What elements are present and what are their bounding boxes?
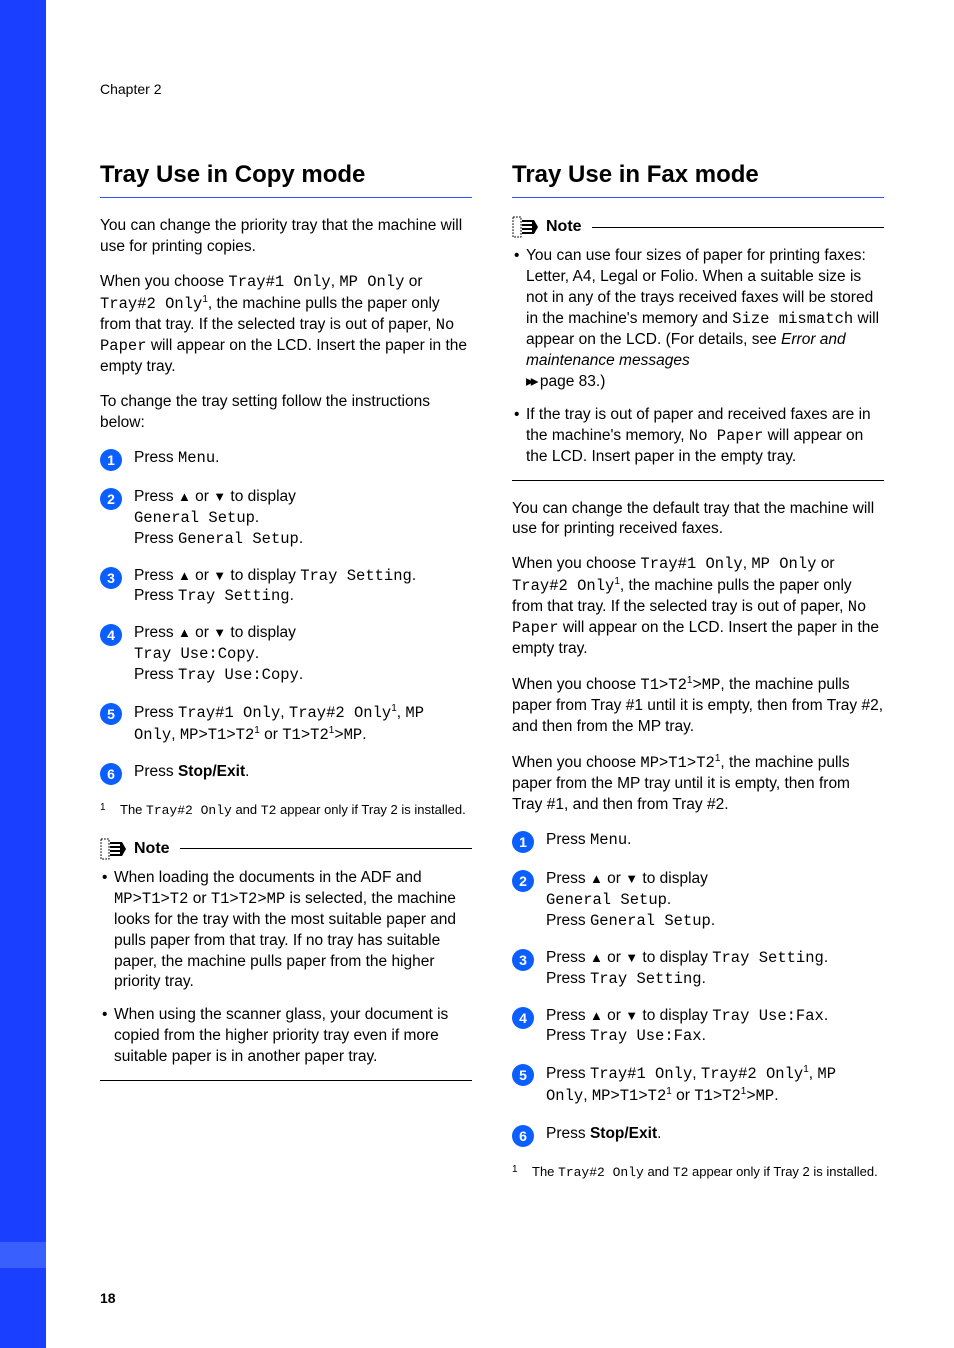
note-body: • You can use four sizes of paper for pr… <box>512 246 884 467</box>
note-bullet: • If the tray is out of paper and receiv… <box>512 405 884 468</box>
paragraph: You can change the priority tray that th… <box>100 216 472 258</box>
down-arrow-icon: ▼ <box>213 568 226 583</box>
step-badge: 3 <box>100 567 122 589</box>
up-arrow-icon: ▲ <box>178 625 191 640</box>
side-blue-bar <box>0 0 46 1348</box>
step-text: Press Menu. <box>546 830 884 851</box>
step-badge: 2 <box>100 488 122 510</box>
note-rule <box>180 848 472 849</box>
step-text: Press ▲ or ▼ to display Tray Setting. Pr… <box>134 566 472 608</box>
note-bullet: • When using the scanner glass, your doc… <box>100 1005 472 1068</box>
up-arrow-icon: ▲ <box>178 568 191 583</box>
step-text: Press Stop/Exit. <box>134 762 472 783</box>
note-header: Note <box>512 216 884 238</box>
step-5: 5 Press Tray#1 Only, Tray#2 Only1, MP On… <box>100 702 472 746</box>
note-header: Note <box>100 838 472 860</box>
step-text: Press Tray#1 Only, Tray#2 Only1, MP Only… <box>546 1063 884 1107</box>
chapter-label: Chapter 2 <box>100 80 884 99</box>
paragraph: When you choose T1>T21>MP, the machine p… <box>512 674 884 738</box>
side-tab-mark <box>0 1242 46 1268</box>
note-title: Note <box>546 216 582 238</box>
note-pencil-icon <box>512 216 540 238</box>
step-text: Press Menu. <box>134 448 472 469</box>
step-3: 3 Press ▲ or ▼ to display Tray Setting. … <box>512 948 884 990</box>
step-badge: 5 <box>100 703 122 725</box>
down-arrow-icon: ▼ <box>625 950 638 965</box>
note-bottom-rule <box>100 1080 472 1081</box>
title-rule <box>512 197 884 198</box>
paragraph: When you choose Tray#1 Only, MP Only or … <box>512 554 884 660</box>
page-number: 18 <box>100 1289 116 1308</box>
step-6: 6 Press Stop/Exit. <box>100 762 472 785</box>
step-text: Press Stop/Exit. <box>546 1124 884 1145</box>
step-badge: 2 <box>512 870 534 892</box>
footnote: 1 The Tray#2 Only and T2 appear only if … <box>512 1163 884 1182</box>
paragraph: When you choose MP>T1>T21, the machine p… <box>512 752 884 816</box>
down-arrow-icon: ▼ <box>213 625 226 640</box>
note-bullet: • When loading the documents in the ADF … <box>100 868 472 994</box>
note-bottom-rule <box>512 480 884 481</box>
step-1: 1 Press Menu. <box>100 448 472 471</box>
two-column-layout: Tray Use in Copy mode You can change the… <box>100 159 884 1199</box>
step-4: 4 Press ▲ or ▼ to display Tray Use:Copy.… <box>100 623 472 686</box>
note-bullet: • You can use four sizes of paper for pr… <box>512 246 884 392</box>
step-badge: 6 <box>100 763 122 785</box>
step-4: 4 Press ▲ or ▼ to display Tray Use:Fax. … <box>512 1006 884 1048</box>
down-arrow-icon: ▼ <box>625 871 638 886</box>
step-1: 1 Press Menu. <box>512 830 884 853</box>
down-arrow-icon: ▼ <box>213 489 226 504</box>
step-badge: 1 <box>100 449 122 471</box>
step-text: Press Tray#1 Only, Tray#2 Only1, MP Only… <box>134 702 472 746</box>
step-5: 5 Press Tray#1 Only, Tray#2 Only1, MP On… <box>512 1063 884 1107</box>
step-text: Press ▲ or ▼ to display General Setup. P… <box>546 869 884 932</box>
note-body: • When loading the documents in the ADF … <box>100 868 472 1068</box>
section-title-copy: Tray Use in Copy mode <box>100 159 472 191</box>
footnote: 1 The Tray#2 Only and T2 appear only if … <box>100 801 472 820</box>
right-column: Tray Use in Fax mode Note • You <box>512 159 884 1199</box>
step-2: 2 Press ▲ or ▼ to display General Setup.… <box>100 487 472 550</box>
step-3: 3 Press ▲ or ▼ to display Tray Setting. … <box>100 566 472 608</box>
paragraph: When you choose Tray#1 Only, MP Only or … <box>100 272 472 378</box>
step-text: Press ▲ or ▼ to display Tray Use:Copy. P… <box>134 623 472 686</box>
step-text: Press ▲ or ▼ to display Tray Setting. Pr… <box>546 948 884 990</box>
note-rule <box>592 227 884 228</box>
paragraph: You can change the default tray that the… <box>512 499 884 541</box>
note-title: Note <box>134 838 170 860</box>
up-arrow-icon: ▲ <box>590 871 603 886</box>
note-pencil-icon <box>100 838 128 860</box>
up-arrow-icon: ▲ <box>178 489 191 504</box>
up-arrow-icon: ▲ <box>590 950 603 965</box>
down-arrow-icon: ▼ <box>625 1008 638 1023</box>
up-arrow-icon: ▲ <box>590 1008 603 1023</box>
step-badge: 6 <box>512 1125 534 1147</box>
step-2: 2 Press ▲ or ▼ to display General Setup.… <box>512 869 884 932</box>
double-arrow-icon: ▸▸ <box>526 373 536 390</box>
step-badge: 4 <box>100 624 122 646</box>
page-content: Chapter 2 Tray Use in Copy mode You can … <box>0 0 954 1199</box>
step-text: Press ▲ or ▼ to display General Setup. P… <box>134 487 472 550</box>
step-badge: 1 <box>512 831 534 853</box>
step-6: 6 Press Stop/Exit. <box>512 1124 884 1147</box>
paragraph: To change the tray setting follow the in… <box>100 392 472 434</box>
step-badge: 3 <box>512 949 534 971</box>
step-badge: 5 <box>512 1064 534 1086</box>
left-column: Tray Use in Copy mode You can change the… <box>100 159 472 1199</box>
section-title-fax: Tray Use in Fax mode <box>512 159 884 191</box>
step-text: Press ▲ or ▼ to display Tray Use:Fax. Pr… <box>546 1006 884 1048</box>
title-rule <box>100 197 472 198</box>
step-badge: 4 <box>512 1007 534 1029</box>
